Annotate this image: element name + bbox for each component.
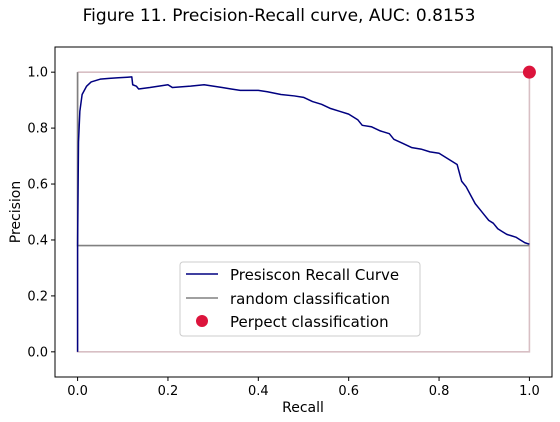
random-classification-line [76, 72, 530, 247]
y-tick-label: 0.6 [27, 178, 48, 193]
legend-label-perfect: Perpect classification [230, 313, 389, 331]
chart-title: Figure 11. Precision-Recall curve, AUC: … [83, 6, 476, 26]
y-tick-label: 1.0 [27, 66, 48, 81]
y-tick-label: 0.0 [27, 345, 48, 360]
x-axis-label: Recall [282, 400, 324, 416]
x-tick-label: 0.0 [67, 384, 88, 399]
y-axis: 0.0 0.2 0.4 0.6 0.8 1.0 [27, 66, 55, 360]
perfect-classification-point [522, 65, 536, 79]
y-tick-label: 0.8 [27, 122, 48, 137]
plot-area [76, 65, 536, 353]
legend: Presiscon Recall Curve random classifica… [179, 261, 421, 337]
legend-swatch-perfect [196, 315, 208, 327]
legend-label-random: random classification [230, 290, 390, 308]
legend-box [179, 261, 421, 337]
y-axis-label: Precision [8, 181, 24, 243]
pr-curve-line [76, 76, 530, 352]
x-tick-label: 0.4 [248, 384, 269, 399]
y-tick-label: 0.2 [27, 289, 48, 304]
axes-frame [54, 46, 553, 378]
x-axis: 0.0 0.2 0.4 0.6 0.8 1.0 [67, 377, 540, 399]
x-tick-label: 0.2 [158, 384, 179, 399]
x-tick-label: 0.8 [429, 384, 450, 399]
x-tick-label: 1.0 [519, 384, 540, 399]
legend-label-pr-curve: Presiscon Recall Curve [230, 266, 399, 284]
x-tick-label: 0.6 [338, 384, 359, 399]
y-tick-label: 0.4 [27, 233, 48, 248]
